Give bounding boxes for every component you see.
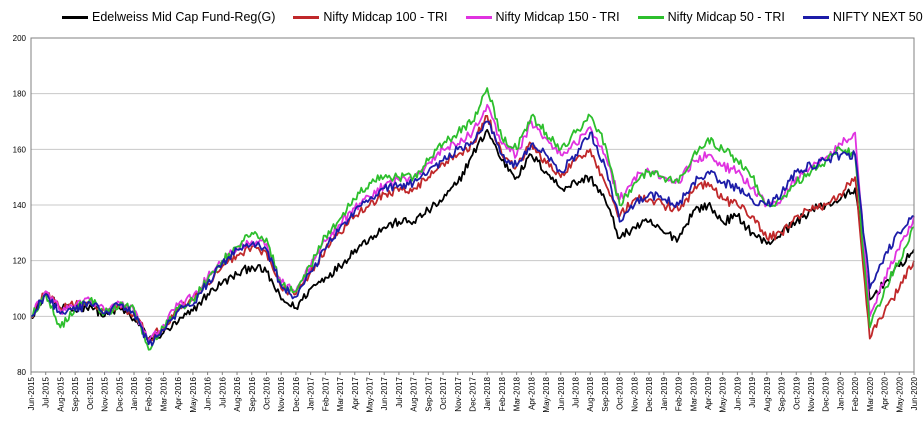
x-tick-label: May-2016	[189, 376, 198, 412]
x-tick-label: Jun-2018	[557, 376, 566, 410]
x-tick-label: Aug-2015	[56, 376, 65, 411]
x-tick-label: Nov-2017	[454, 376, 463, 411]
x-tick-label: Oct-2018	[616, 376, 625, 409]
legend-swatch-next-50	[802, 15, 829, 19]
legend: Edelweiss Mid Cap Fund-Reg(G) Nifty Midc…	[62, 8, 924, 26]
series-lines	[30, 87, 915, 351]
x-tick-label: Jun-2019	[733, 376, 742, 410]
x-tick-label: Jul-2015	[42, 376, 51, 407]
x-tick-label: Sep-2018	[601, 376, 610, 411]
x-tick-label: Apr-2018	[527, 376, 536, 409]
x-tick-label: Nov-2015	[101, 376, 110, 411]
x-tick-label: Jun-2017	[380, 376, 389, 410]
y-tick-label: 100	[13, 312, 27, 321]
x-tick-label: Oct-2016	[262, 376, 271, 409]
legend-swatch-midcap-50	[637, 15, 664, 19]
x-tick-label: Sep-2016	[248, 376, 257, 411]
x-tick-label: Mar-2019	[689, 376, 698, 411]
x-tick-label: Mar-2018	[513, 376, 522, 411]
x-tick-label: Dec-2018	[645, 376, 654, 411]
x-tick-label: Aug-2018	[586, 376, 595, 411]
x-tick-label: Nov-2018	[630, 376, 639, 411]
x-tick-label: Sep-2015	[71, 376, 80, 411]
x-tick-label: Jun-2020	[910, 376, 919, 410]
x-tick-label: Apr-2016	[174, 376, 183, 409]
legend-label-midcap-100: Nifty Midcap 100 - TRI	[323, 10, 448, 24]
series-line-2	[30, 103, 915, 343]
x-tick-label: May-2017	[365, 376, 374, 412]
series-line-0	[30, 128, 915, 341]
series-line-4	[30, 120, 915, 347]
x-tick-label: Dec-2019	[822, 376, 831, 411]
x-tick-label: Jan-2018	[483, 376, 492, 410]
x-tick-label: Feb-2017	[321, 376, 330, 411]
x-tick-label: Feb-2016	[145, 376, 154, 411]
series-line-3	[31, 87, 915, 351]
x-tick-label: Jul-2019	[748, 376, 757, 407]
x-tick-label: Jul-2018	[572, 376, 581, 407]
x-tick-label: Oct-2019	[792, 376, 801, 409]
y-tick-label: 80	[17, 368, 26, 377]
x-tick-label: Jan-2016	[130, 376, 139, 410]
y-tick-label: 180	[13, 90, 27, 99]
x-tick-label: May-2019	[719, 376, 728, 412]
legend-item-next-50: NIFTY NEXT 50 - TRI	[802, 10, 924, 24]
gridlines	[31, 37, 914, 373]
x-tick-label: Mar-2020	[866, 376, 875, 411]
y-axis: 80 100 120 140 160 180 200	[13, 34, 27, 377]
legend-label-next-50: NIFTY NEXT 50 - TRI	[832, 10, 924, 24]
x-tick-label: Dec-2017	[469, 376, 478, 411]
x-tick-label: Dec-2015	[115, 376, 124, 411]
plot-border	[30, 37, 915, 373]
x-tick-label: Jan-2019	[660, 376, 669, 410]
x-tick-label: Aug-2016	[233, 376, 242, 411]
x-tick-label: Nov-2019	[807, 376, 816, 411]
x-tick-label: Nov-2016	[277, 376, 286, 411]
x-tick-label: Feb-2019	[675, 376, 684, 411]
x-tick-label: Dec-2016	[292, 376, 301, 411]
x-tick-label: Apr-2020	[881, 376, 890, 409]
x-tick-label: Sep-2019	[778, 376, 787, 411]
legend-item-edelweiss: Edelweiss Mid Cap Fund-Reg(G)	[62, 10, 275, 24]
legend-swatch-edelweiss	[62, 15, 88, 19]
legend-item-midcap-50: Nifty Midcap 50 - TRI	[637, 10, 785, 24]
legend-label-midcap-50: Nifty Midcap 50 - TRI	[667, 10, 785, 24]
x-tick-label: Jul-2017	[395, 376, 404, 407]
x-tick-label: Jan-2020	[836, 376, 845, 410]
x-tick-label: May-2020	[895, 376, 904, 412]
x-tick-label: Mar-2017	[336, 376, 345, 411]
x-tick-label: Jul-2016	[218, 376, 227, 407]
x-tick-label: Oct-2015	[86, 376, 95, 409]
x-tick-label: Jan-2017	[307, 376, 316, 410]
y-tick-label: 200	[13, 34, 27, 43]
y-tick-label: 140	[13, 201, 27, 210]
legend-label-edelweiss: Edelweiss Mid Cap Fund-Reg(G)	[92, 10, 276, 24]
x-tick-label: Aug-2019	[763, 376, 772, 411]
x-tick-label: Apr-2017	[351, 376, 360, 409]
legend-swatch-midcap-150	[465, 15, 492, 19]
x-axis: Jun-2015 Jul-2015 Aug-2015 Sep-2015 Oct-2015…	[27, 372, 919, 413]
legend-item-midcap-150: Nifty Midcap 150 - TRI	[465, 10, 620, 24]
x-tick-label: Sep-2017	[424, 376, 433, 411]
legend-swatch-midcap-100	[293, 15, 320, 19]
legend-label-midcap-150: Nifty Midcap 150 - TRI	[495, 10, 620, 24]
legend-item-midcap-100: Nifty Midcap 100 - TRI	[293, 10, 448, 24]
x-tick-label: Oct-2017	[439, 376, 448, 409]
y-tick-label: 160	[13, 145, 27, 154]
x-tick-label: Jun-2015	[27, 376, 36, 410]
y-tick-label: 120	[13, 257, 27, 266]
x-tick-label: Jun-2016	[204, 376, 213, 410]
x-tick-label: Feb-2018	[498, 376, 507, 411]
x-tick-label: Apr-2019	[704, 376, 713, 409]
x-tick-label: May-2018	[542, 376, 551, 412]
x-tick-label: Aug-2017	[410, 376, 419, 411]
x-tick-label: Mar-2016	[159, 376, 168, 411]
x-tick-label: Feb-2020	[851, 376, 860, 411]
